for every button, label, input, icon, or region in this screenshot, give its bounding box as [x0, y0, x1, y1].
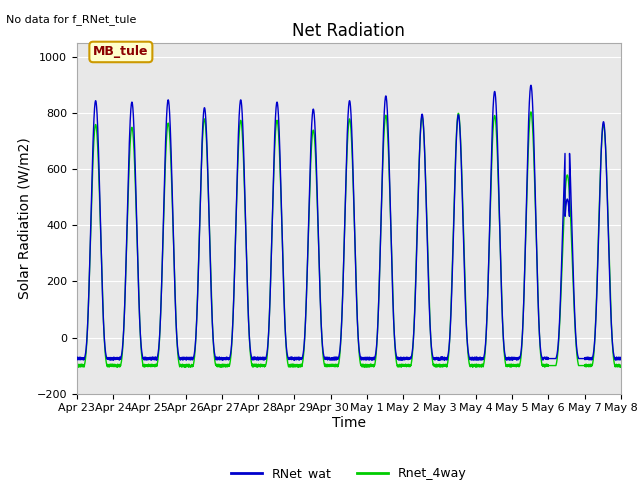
Y-axis label: Solar Radiation (W/m2): Solar Radiation (W/m2) [17, 138, 31, 299]
Text: No data for f_RNet_tule: No data for f_RNet_tule [6, 14, 137, 25]
X-axis label: Time: Time [332, 416, 366, 430]
Title: Net Radiation: Net Radiation [292, 22, 405, 40]
Legend: RNet_wat, Rnet_4way: RNet_wat, Rnet_4way [226, 462, 472, 480]
Text: MB_tule: MB_tule [93, 46, 148, 59]
